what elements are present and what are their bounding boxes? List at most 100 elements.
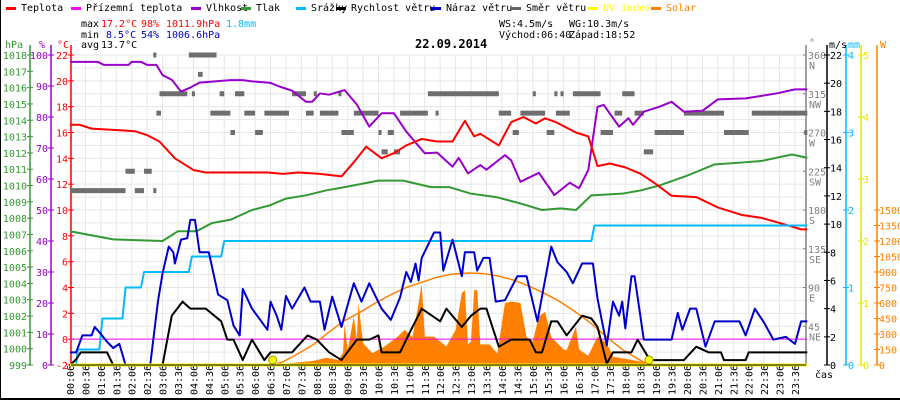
pressure-axis-label: 1006 <box>3 247 27 258</box>
temperature-axis-label: 12 <box>56 180 68 191</box>
temperature-axis-label: 18 <box>56 103 68 114</box>
wind-direction-mark <box>387 130 394 136</box>
humidity-axis-label: 10 <box>36 330 48 341</box>
wind-axis-label: 4 <box>830 305 836 316</box>
temperature-axis-label: 16 <box>56 129 68 140</box>
wind-direction-mark <box>622 91 635 97</box>
wind-direction-mark <box>153 52 157 58</box>
wind-direction-mark <box>125 168 135 174</box>
wind-direction-mark <box>144 168 152 174</box>
humidity-axis-label: 60 <box>36 175 48 186</box>
temperature-axis-label: 14 <box>56 154 68 165</box>
pressure-axis-label: 1008 <box>3 214 27 225</box>
wind-direction-mark <box>264 110 290 116</box>
solar-axis-label: 1050 <box>879 253 900 264</box>
wind-direction-mark <box>198 71 203 77</box>
x-tick-label: 19:06 <box>652 365 663 395</box>
x-tick-label: 22:36 <box>760 365 771 395</box>
pressure-axis-label: 1004 <box>3 279 27 290</box>
rain-axis-label: 1 <box>848 284 854 295</box>
stat-max-pressure: 1011.9hPa <box>166 19 221 30</box>
stat-min-label: min <box>81 30 100 41</box>
x-tick-label: 11:06 <box>405 365 416 395</box>
x-axis-label: čas <box>815 369 833 381</box>
wind-axis-label: 14 <box>830 164 842 175</box>
humidity-axis-label: 100 <box>30 51 48 62</box>
wind-axis-label: 20 <box>830 79 842 90</box>
wind-direction-mark <box>191 91 195 97</box>
solar-unit: W <box>880 40 887 51</box>
wind-direction-mark <box>313 91 317 97</box>
wind-axis-label: 22 <box>830 51 842 62</box>
x-tick-label: 02:06 <box>128 365 139 395</box>
wind-direction-mark <box>306 110 314 116</box>
x-tick-label: 19:36 <box>668 365 679 395</box>
pressure-axis-label: 999 <box>9 361 27 372</box>
legend-swatch <box>588 7 598 10</box>
temperature-axis-label: 2 <box>62 309 68 320</box>
stat-wind-gust: WG:10.3m/s <box>569 19 630 30</box>
wind-direction-mark <box>683 110 725 116</box>
x-tick-label: 02:36 <box>143 365 154 395</box>
pressure-axis-label: 1015 <box>3 100 27 111</box>
wind-direction-mark <box>219 91 225 97</box>
wind-direction-mark <box>724 130 749 136</box>
wind-direction-mark <box>255 130 263 136</box>
legend-swatch <box>191 7 201 10</box>
x-tick-label: 14:36 <box>513 365 524 395</box>
x-tick-label: 17:36 <box>606 365 617 395</box>
solar-axis-label: 1350 <box>879 222 900 233</box>
sunset-marker <box>644 355 654 365</box>
legend-label: Solar <box>666 3 697 14</box>
pressure-axis-label: 1000 <box>3 345 27 356</box>
legend-swatch <box>71 7 81 10</box>
legend-swatch <box>6 7 16 10</box>
temperature-axis-label: 10 <box>56 206 68 217</box>
solar-axis-label: 900 <box>879 268 897 279</box>
direction-compass-label: NE <box>809 332 821 343</box>
wind-axis-label: 6 <box>830 276 836 287</box>
temperature-axis-label: 22 <box>56 51 68 62</box>
uv-axis-label: 3 <box>863 175 869 186</box>
x-tick-label: 17:06 <box>590 365 601 395</box>
uv-axis-label: 5 <box>863 51 869 62</box>
x-tick-label: 18:06 <box>621 365 632 395</box>
wind-direction-mark <box>70 188 126 194</box>
legend-item: Rychlost větru <box>336 3 435 14</box>
x-tick-label: 04:06 <box>189 365 200 395</box>
solar-axis-label: 600 <box>879 299 897 310</box>
x-tick-label: 08:06 <box>313 365 324 395</box>
temperature-axis-label: 0 <box>62 335 68 346</box>
uv-axis-label: 0 <box>863 361 869 372</box>
solar-axis-label: 300 <box>879 330 897 341</box>
wind-direction-mark <box>512 130 519 136</box>
stat-max-label: max <box>81 19 100 30</box>
x-tick-label: 12:36 <box>452 365 463 395</box>
pressure-axis-label: 1005 <box>3 263 27 274</box>
x-tick-label: 08:36 <box>328 365 339 395</box>
sunrise-marker <box>268 355 278 365</box>
x-tick-label: 07:36 <box>297 365 308 395</box>
direction-axis-label: 135 <box>808 245 826 256</box>
x-tick-label: 21:06 <box>714 365 725 395</box>
solar-area <box>272 283 650 365</box>
direction-axis-label: 180 <box>808 206 826 217</box>
temperature-axis-label: 20 <box>56 77 68 88</box>
legend-label: Srážky <box>311 3 348 14</box>
stat-min-pressure: 1006.6hPa <box>166 30 221 41</box>
x-tick-label: 15:36 <box>544 365 555 395</box>
x-tick-label: 16:06 <box>560 365 571 395</box>
temperature-axis-label: 4 <box>62 284 68 295</box>
solar-axis-label: 750 <box>879 284 897 295</box>
legend-swatch <box>296 7 306 10</box>
humidity-axis-label: 20 <box>36 299 48 310</box>
pressure-axis-label: 1009 <box>3 198 27 209</box>
pressure-axis-label: 1013 <box>3 133 27 144</box>
stat-max-humidity: 98% <box>141 19 160 30</box>
stat-sunset: Západ:18:52 <box>569 30 636 41</box>
humidity-unit: % <box>39 40 45 51</box>
legend-item: Tlak <box>241 3 280 14</box>
chart-title: 22.09.2014 <box>415 37 488 51</box>
legend-swatch <box>511 7 521 10</box>
